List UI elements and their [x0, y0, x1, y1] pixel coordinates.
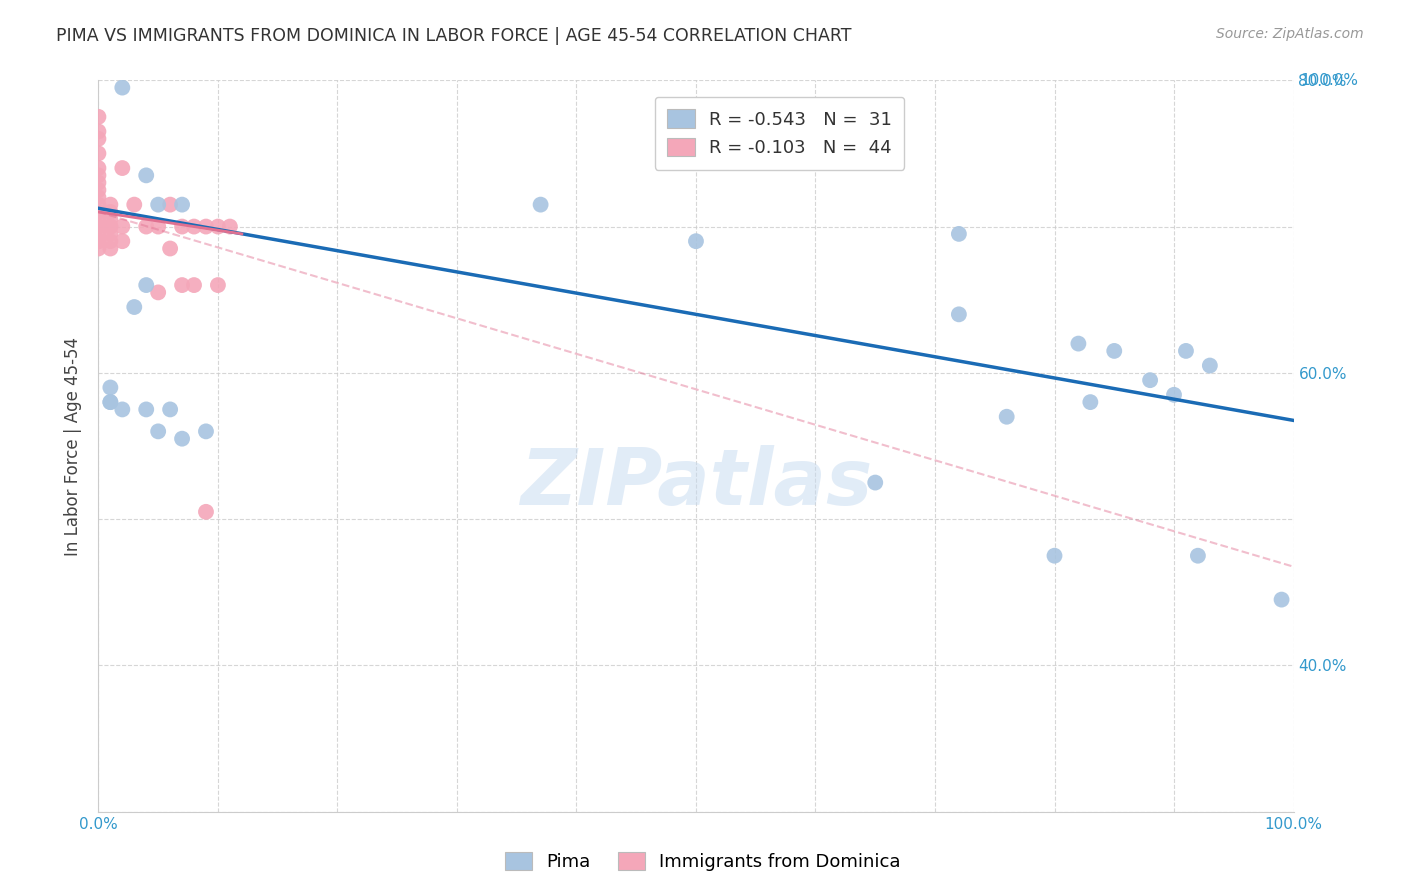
Point — [111, 402, 134, 417]
Point — [98, 234, 122, 248]
Point — [98, 219, 122, 234]
Point — [98, 395, 122, 409]
Point — [183, 278, 205, 293]
Point — [195, 425, 218, 439]
Point — [530, 197, 553, 211]
Point — [111, 80, 134, 95]
Point — [1067, 336, 1090, 351]
Point — [87, 132, 110, 146]
Point — [135, 402, 157, 417]
Point — [948, 307, 970, 321]
Legend: R = -0.543   N =  31, R = -0.103   N =  44: R = -0.543 N = 31, R = -0.103 N = 44 — [655, 96, 904, 169]
Point — [995, 409, 1018, 424]
Text: Source: ZipAtlas.com: Source: ZipAtlas.com — [1216, 27, 1364, 41]
Point — [1139, 373, 1161, 387]
Point — [98, 395, 122, 409]
Point — [172, 432, 194, 446]
Point — [865, 475, 887, 490]
Point — [98, 227, 122, 241]
Point — [148, 219, 170, 234]
Point — [87, 190, 110, 204]
Point — [1163, 388, 1185, 402]
Point — [111, 234, 134, 248]
Legend: Pima, Immigrants from Dominica: Pima, Immigrants from Dominica — [498, 845, 908, 879]
Point — [159, 197, 181, 211]
Point — [183, 219, 205, 234]
Point — [87, 176, 110, 190]
Point — [98, 212, 122, 227]
Point — [172, 197, 194, 211]
Point — [87, 161, 110, 175]
Text: 100.0%: 100.0% — [1301, 73, 1358, 87]
Point — [148, 285, 170, 300]
Point — [1271, 592, 1294, 607]
Point — [135, 278, 157, 293]
Point — [948, 227, 970, 241]
Point — [1080, 395, 1102, 409]
Point — [219, 219, 242, 234]
Point — [1175, 343, 1198, 358]
Point — [124, 197, 146, 211]
Point — [195, 505, 218, 519]
Point — [111, 161, 134, 175]
Point — [87, 219, 110, 234]
Point — [111, 219, 134, 234]
Y-axis label: In Labor Force | Age 45-54: In Labor Force | Age 45-54 — [65, 336, 83, 556]
Point — [87, 227, 110, 241]
Point — [1187, 549, 1209, 563]
Point — [1104, 343, 1126, 358]
Point — [98, 197, 122, 211]
Point — [87, 146, 110, 161]
Point — [98, 205, 122, 219]
Point — [87, 205, 110, 219]
Text: PIMA VS IMMIGRANTS FROM DOMINICA IN LABOR FORCE | AGE 45-54 CORRELATION CHART: PIMA VS IMMIGRANTS FROM DOMINICA IN LABO… — [56, 27, 852, 45]
Point — [87, 110, 110, 124]
Point — [124, 300, 146, 314]
Point — [148, 197, 170, 211]
Point — [87, 219, 110, 234]
Point — [98, 219, 122, 234]
Point — [87, 169, 110, 183]
Point — [159, 402, 181, 417]
Point — [159, 242, 181, 256]
Point — [1043, 549, 1066, 563]
Point — [1199, 359, 1222, 373]
Point — [685, 234, 707, 248]
Point — [172, 219, 194, 234]
Point — [135, 169, 157, 183]
Point — [148, 425, 170, 439]
Point — [87, 124, 110, 138]
Point — [87, 197, 110, 211]
Point — [87, 183, 110, 197]
Point — [207, 278, 229, 293]
Point — [87, 212, 110, 227]
Point — [87, 234, 110, 248]
Point — [87, 242, 110, 256]
Point — [195, 219, 218, 234]
Point — [87, 234, 110, 248]
Text: ZIPatlas: ZIPatlas — [520, 444, 872, 521]
Point — [172, 278, 194, 293]
Point — [207, 219, 229, 234]
Point — [98, 242, 122, 256]
Point — [98, 380, 122, 394]
Point — [135, 219, 157, 234]
